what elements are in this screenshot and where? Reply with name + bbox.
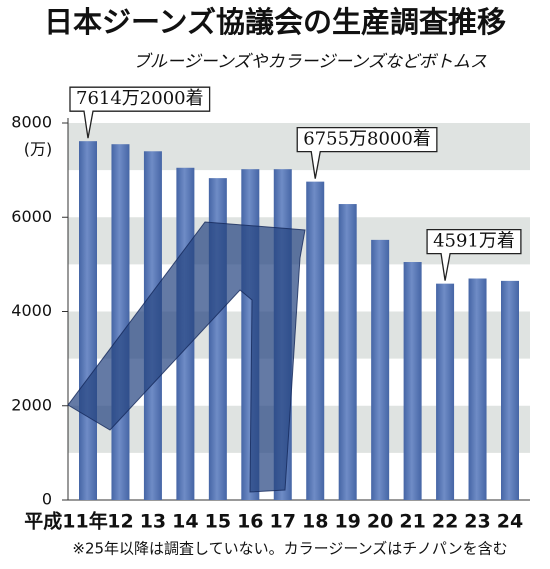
bar [436,283,455,500]
x-tick-label: 20 [367,511,393,533]
x-tick-label: 14 [172,511,198,533]
bar [111,144,130,501]
footnote: ※25年以降は調査していない。カラージーンズはチノパンを含む [72,540,507,558]
callout-box [296,126,438,179]
jeans-illustration [67,221,306,493]
callout-box [426,228,522,281]
chart-title: 日本ジーンズ協議会の生産調査推移 [44,5,506,39]
y-axis-label: (万) [24,140,53,159]
grid-band [68,405,530,453]
x-tick-label: 21 [399,511,425,533]
y-tick-label: 4000 [11,301,52,320]
x-tick-label: 17 [270,511,296,533]
x-tick-label: 16 [237,511,263,533]
x-tick-label: 19 [334,511,360,533]
y-tick-label: 2000 [11,395,52,414]
bar [501,280,519,500]
bar [79,141,97,500]
bar [306,181,325,500]
x-tick-label: 18 [302,511,328,533]
x-tick-label: 15 [205,511,231,533]
x-tick-label: 13 [140,511,166,533]
x-tick-label: 23 [464,511,490,533]
x-tick-label: 22 [432,511,458,533]
x-tick-label: 24 [497,511,523,533]
x-tick-label: 12 [107,511,133,533]
bar [403,262,422,500]
callout-box [69,86,211,139]
chart-subtitle: ブルージーンズやカラージーンズなどボトムス [133,52,487,72]
y-tick-label: 8000 [11,113,52,132]
bar [468,278,487,500]
bar [371,239,390,500]
value-label: 4591万着 [433,231,515,252]
value-label: 7614万2000着 [76,88,204,109]
y-tick-label: 6000 [11,207,52,226]
value-label: 6755万8000着 [303,129,431,150]
y-tick-label: 0 [42,490,52,509]
bar [338,204,357,500]
x-tick-label: 平成11年 [24,510,107,533]
